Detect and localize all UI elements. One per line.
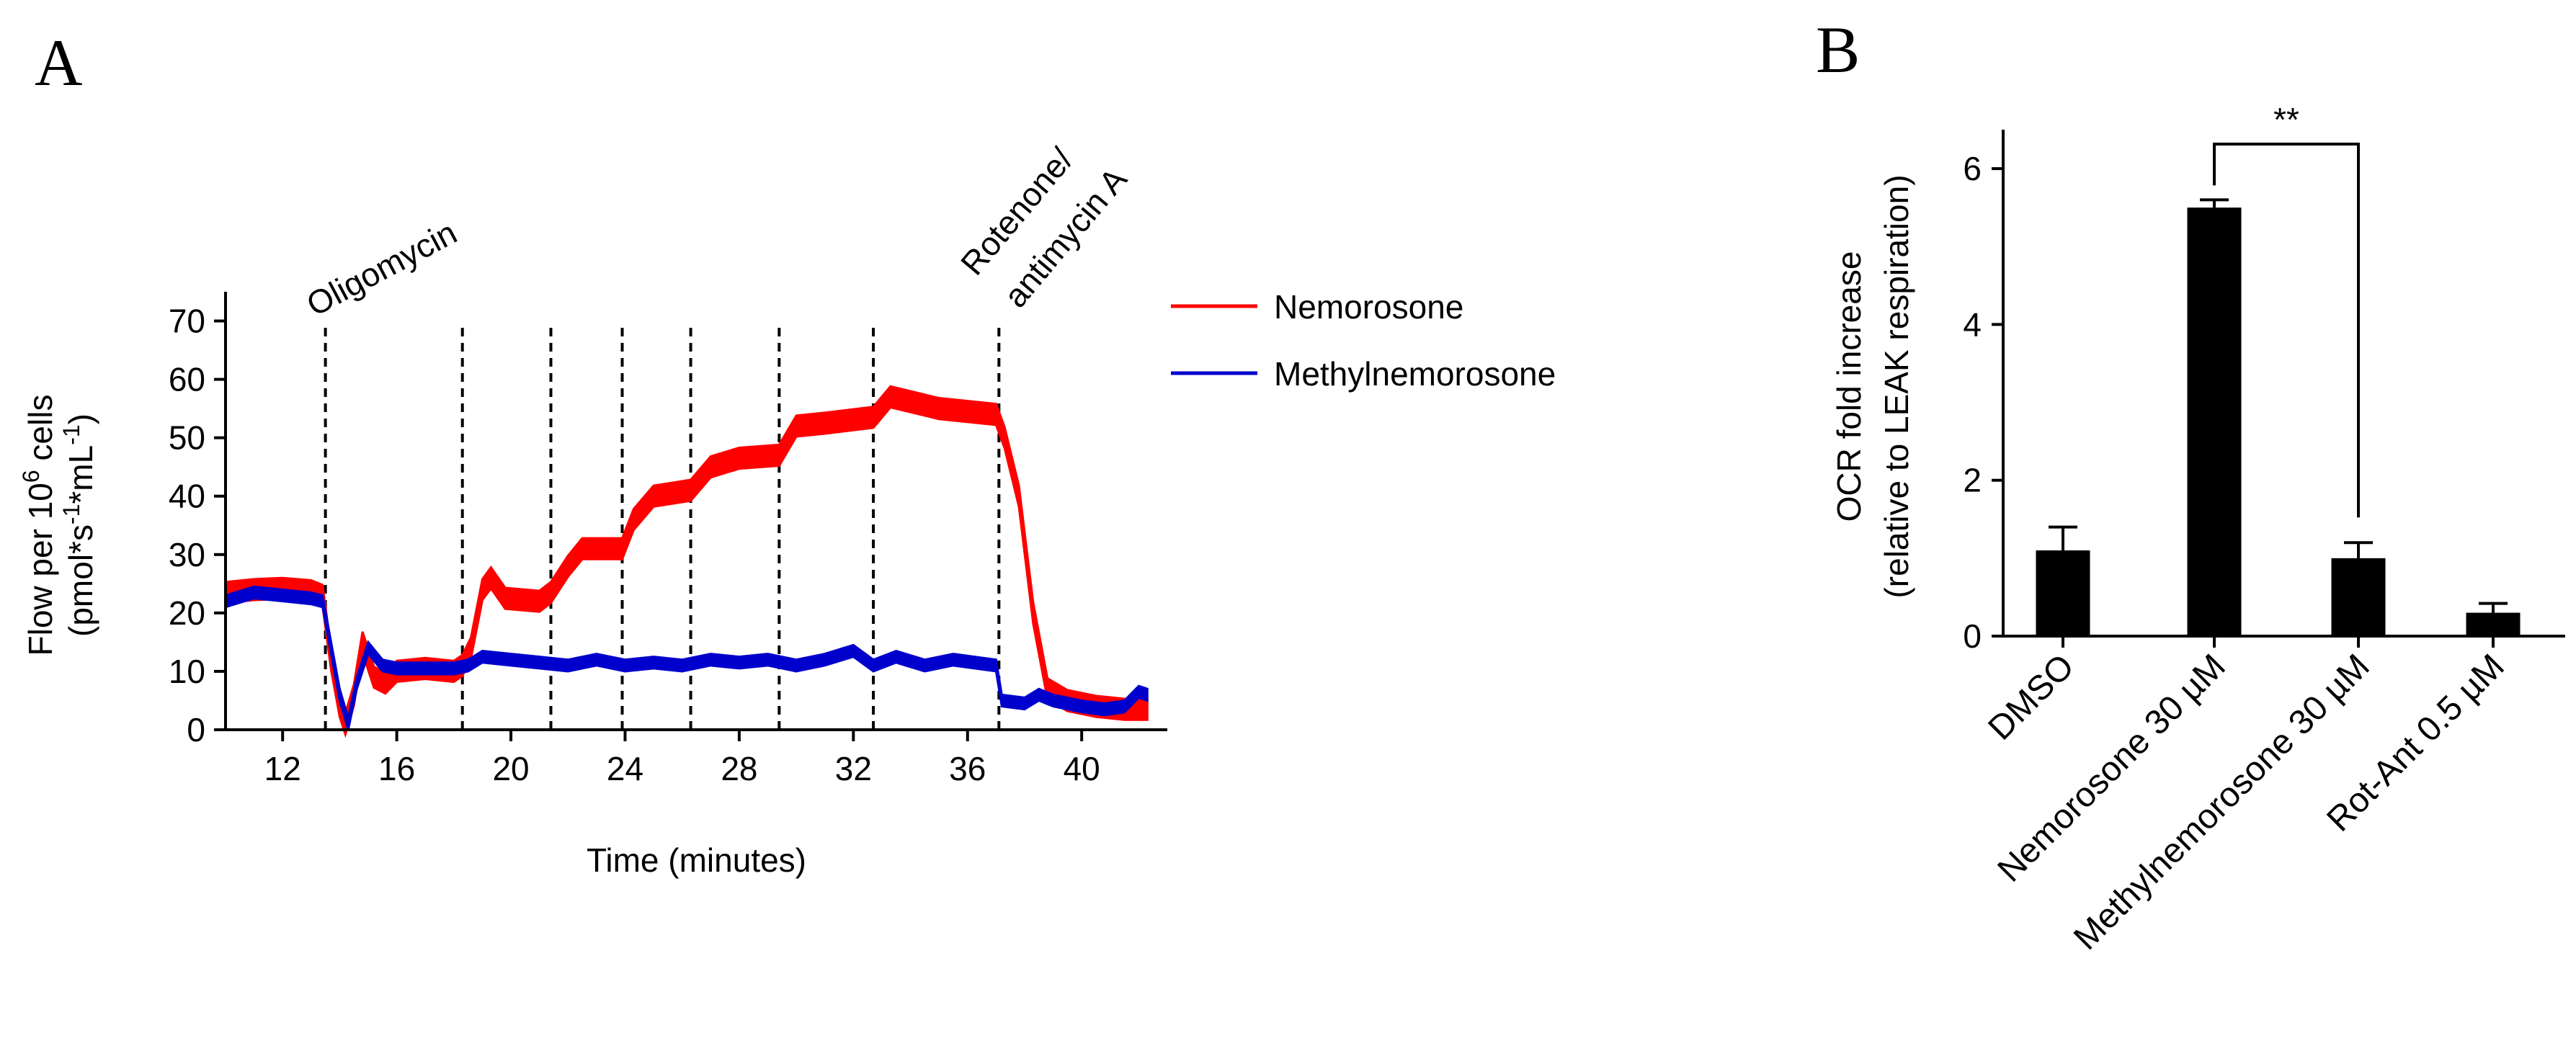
legend-label-methylnemorosone: Methylnemorosone [1274, 355, 1556, 393]
svg-text:(pmol*s-1*mL-1): (pmol*s-1*mL-1) [58, 414, 99, 637]
error-bar-1 [2200, 198, 2229, 208]
y-tick-label-b: 2 [1963, 462, 1982, 499]
legend: Nemorosone Methylnemorosone [1171, 288, 1556, 393]
series-lines [224, 385, 1149, 738]
significance-bracket: ** [2213, 101, 2360, 518]
y-axis-title-b: OCR fold increase (relative to LEAK resp… [1830, 174, 1915, 598]
y-tick-label: 20 [169, 594, 205, 632]
y-axis-title-exponent: 6 [18, 470, 44, 483]
y-ticks: 0 10 20 30 40 50 60 70 [169, 303, 226, 748]
x-ticks-b [2062, 636, 2495, 648]
y-tick-label: 70 [169, 303, 205, 340]
error-bars [2049, 198, 2508, 613]
bar-2 [2331, 558, 2386, 636]
error-bar-3 [2479, 602, 2508, 613]
x-tick-label: 28 [721, 750, 757, 787]
bar-0 [2036, 550, 2090, 636]
error-bar-0 [2049, 525, 2077, 551]
bar-1 [2187, 207, 2242, 637]
y-axis-title-exp3: -1 [58, 424, 84, 444]
y-tick-label-b: 6 [1963, 150, 1982, 187]
x-tick-label: 16 [378, 750, 415, 787]
bar-3 [2466, 612, 2521, 636]
significance-label: ** [2273, 101, 2299, 138]
y-axis-title-line1: Flow per 10 [22, 483, 59, 656]
y-tick-label: 40 [169, 478, 205, 515]
y-tick-label-b: 0 [1963, 617, 1982, 655]
y-tick-label: 10 [169, 653, 205, 690]
panel-a-letter: A [35, 26, 82, 99]
x-tick-label: 36 [949, 750, 986, 787]
line-chart-panel-a: 12 16 20 24 28 32 36 40 0 10 20 30 40 50 60 70 Time (m… [18, 140, 1556, 879]
significance-line [2213, 143, 2360, 518]
y-axis-title: Flow per 106 cells (pmol*s-1*mL-1) [18, 395, 99, 656]
injection-markers [324, 328, 1001, 730]
legend-label-nemorosone: Nemorosone [1274, 288, 1463, 326]
y-tick-label: 0 [187, 711, 205, 748]
series-band-methylnemorosone [224, 585, 1149, 730]
x-tick-label: 40 [1064, 750, 1100, 787]
y-axis-title-mid: *mL [62, 445, 99, 504]
error-bar-2 [2344, 541, 2373, 558]
x-tick-label: 20 [492, 750, 529, 787]
y-axis-title-exp2: -1 [58, 504, 84, 524]
y-ticks-b: 0 2 4 6 [1963, 150, 2003, 655]
series-band-nemorosone [224, 385, 1149, 738]
svg-text:Flow per 106 cells: Flow per 106 cells [18, 395, 59, 656]
y-axis-title-end: ) [62, 414, 99, 424]
annotation-oligomycin: Oligomycin [300, 213, 463, 323]
bars [2036, 207, 2521, 637]
x-axis-title: Time (minutes) [587, 841, 806, 879]
panel-b-letter: B [1816, 13, 1860, 86]
y-axis-title-line1-suffix: cells [22, 395, 59, 470]
x-tick-label: 32 [835, 750, 872, 787]
y-tick-label: 50 [169, 419, 205, 457]
y-axis-title-b-line2: (relative to LEAK respiration) [1878, 174, 1915, 598]
y-tick-label-b: 4 [1963, 305, 1982, 343]
x-tick-label: 24 [607, 750, 643, 787]
category-label-0: DMSO [1981, 647, 2081, 747]
y-tick-label: 30 [169, 536, 205, 573]
y-axis-title-b-line1: OCR fold increase [1830, 251, 1868, 522]
x-ticks: 12 16 20 24 28 32 36 40 [264, 730, 1100, 787]
x-tick-label: 12 [264, 750, 301, 787]
y-tick-label: 60 [169, 361, 205, 398]
y-axis-title-line2: (pmol*s [62, 524, 99, 637]
